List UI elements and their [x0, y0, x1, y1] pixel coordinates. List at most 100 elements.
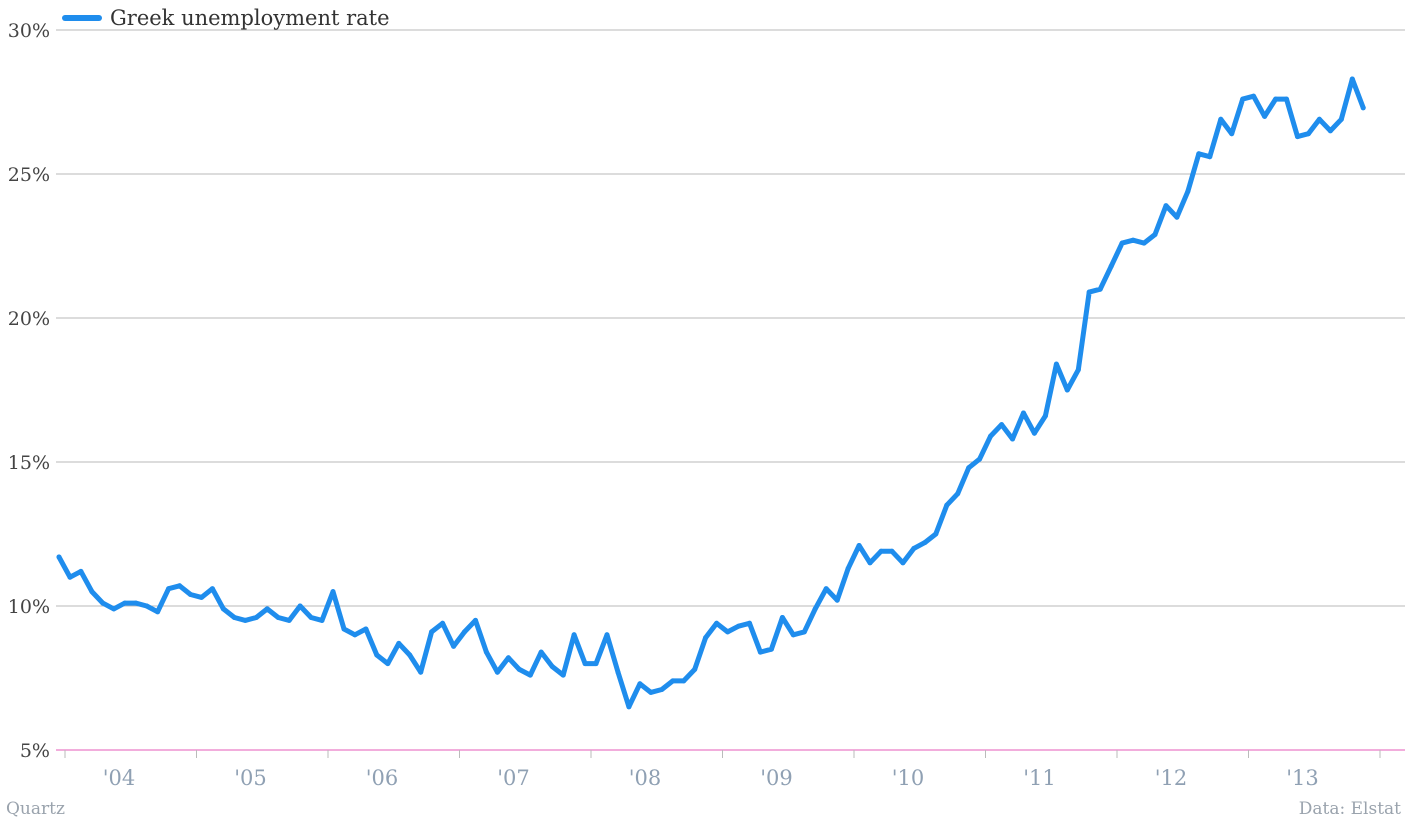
data-point [253, 615, 259, 620]
data-point [911, 545, 917, 551]
data-point [681, 678, 687, 684]
data-point [505, 655, 511, 661]
data-point [604, 632, 610, 638]
data-point [900, 560, 906, 566]
data-point [462, 629, 467, 635]
data-point [483, 649, 489, 655]
data-point [407, 652, 413, 658]
data-point [78, 568, 84, 574]
data-point [1053, 361, 1059, 367]
x-tick-label: '05 [234, 766, 267, 790]
data-point [1316, 116, 1322, 122]
data-point [56, 554, 62, 560]
y-tick-label: 10% [8, 596, 50, 618]
gridlines [56, 29, 1405, 751]
series-layer [56, 76, 1366, 710]
x-tick-label: '10 [892, 766, 925, 790]
data-point [188, 592, 193, 597]
data-point [385, 661, 391, 667]
data-point [1141, 240, 1147, 246]
data-point [1218, 116, 1224, 122]
data-point [768, 646, 774, 652]
data-point [714, 620, 720, 626]
data-point [856, 543, 862, 548]
data-point [1338, 116, 1344, 122]
data-point [144, 603, 150, 609]
data-point [199, 594, 204, 600]
data-point [100, 600, 106, 606]
data-point [374, 652, 380, 658]
data-point [177, 583, 183, 589]
data-point [790, 632, 796, 638]
data-point [999, 422, 1005, 428]
data-point [1262, 113, 1268, 119]
data-point [264, 606, 270, 612]
data-point [1360, 105, 1366, 111]
data-point [1185, 188, 1191, 194]
data-point [779, 615, 785, 620]
x-tick-label: '08 [629, 766, 662, 790]
data-point [231, 615, 237, 620]
y-axis-ticks: 5% 10% 15% 20% 25% 30% [8, 20, 50, 762]
data-point [341, 626, 347, 632]
x-tick-label: '09 [760, 766, 793, 790]
data-point [889, 548, 895, 554]
y-tick-label: 5% [20, 740, 50, 762]
data-point [845, 566, 851, 572]
data-point [1240, 96, 1246, 102]
x-tick-label: '11 [1023, 766, 1056, 790]
x-axis-ticks: '04 '05 '06 '07 '08 '09 '10 '11 '12 '13 [64, 750, 1381, 790]
data-point [1086, 289, 1092, 295]
data-point [286, 617, 292, 623]
data-point [944, 502, 950, 508]
data-point [1305, 131, 1311, 137]
data-point [440, 620, 446, 626]
data-point [330, 589, 336, 595]
data-point [1207, 154, 1213, 160]
data-point [1349, 76, 1355, 82]
data-point [1021, 410, 1026, 416]
data-point [429, 629, 435, 635]
data-point [1284, 96, 1289, 102]
data-point [560, 672, 566, 678]
data-point [757, 649, 763, 655]
data-point [867, 560, 873, 566]
data-point [955, 491, 961, 497]
x-tick-label: '04 [103, 766, 136, 790]
legend: Greek unemployment rate [62, 6, 390, 30]
series-line [56, 76, 1366, 710]
data-point [593, 661, 599, 667]
data-point [736, 623, 741, 629]
data-point [988, 433, 994, 439]
y-tick-label: 30% [8, 20, 50, 42]
legend-label: Greek unemployment rate [110, 6, 390, 30]
data-point [1031, 430, 1037, 436]
data-point [878, 548, 884, 554]
x-tick-label: '07 [497, 766, 530, 790]
data-point [1163, 203, 1169, 209]
data-point [1196, 151, 1202, 157]
publisher-credit: Quartz [6, 799, 65, 819]
data-point [242, 617, 248, 623]
data-point [418, 669, 424, 675]
data-point [1152, 232, 1158, 237]
data-point [834, 597, 840, 603]
data-point [1295, 134, 1300, 140]
data-point [297, 603, 303, 609]
data-point [1042, 413, 1048, 419]
data-point [922, 540, 928, 546]
data-point [527, 672, 533, 678]
data-point [703, 635, 709, 641]
data-point [363, 626, 369, 632]
data-point [977, 456, 983, 462]
data-point [1174, 214, 1180, 220]
data-point [1119, 240, 1125, 246]
data-point [111, 606, 117, 612]
y-tick-label: 20% [8, 308, 50, 330]
data-point [1097, 286, 1103, 292]
data-point [494, 669, 500, 675]
x-tick-label: '12 [1155, 766, 1188, 790]
data-point [1229, 131, 1235, 137]
data-point [166, 586, 172, 592]
